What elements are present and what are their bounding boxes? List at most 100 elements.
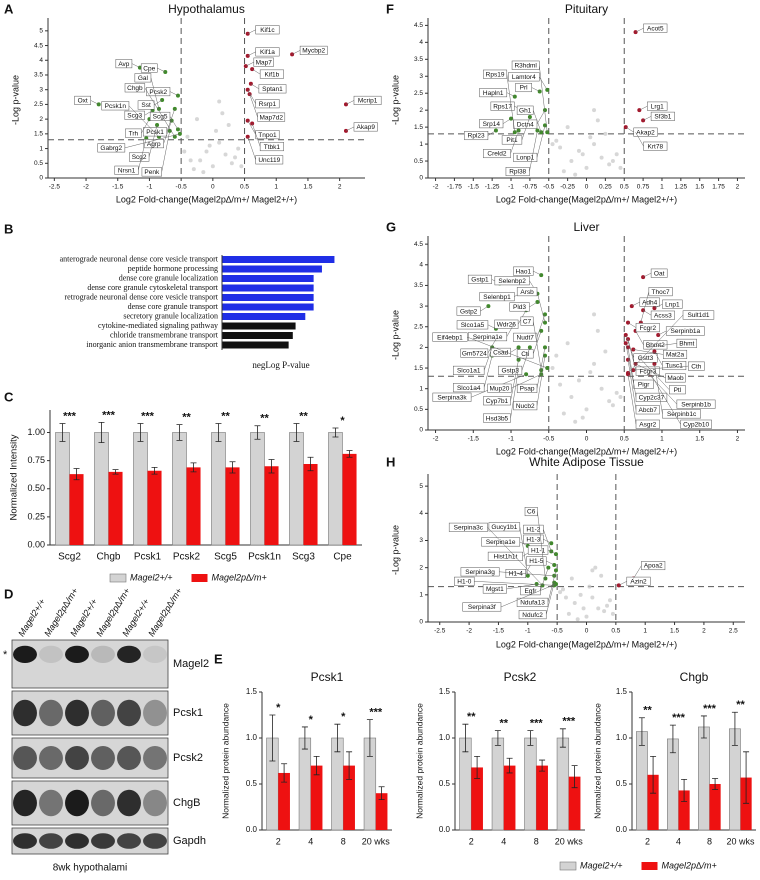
leader-line — [251, 123, 261, 147]
point-label: Hsd3b5 — [486, 415, 509, 422]
data-point — [607, 598, 612, 603]
label-box — [253, 57, 274, 67]
data-point — [580, 152, 585, 157]
blot-band — [117, 833, 141, 849]
panel-letter: F — [386, 1, 394, 16]
label-box — [682, 310, 715, 320]
point-label: Oxt — [78, 98, 88, 105]
leader-line — [131, 63, 141, 68]
label-box — [635, 405, 660, 415]
leader-line — [627, 374, 637, 425]
x-axis-title: Log2 Fold-change(Magel2p∆/m+/ Magel2+/+) — [116, 194, 297, 204]
point-label: Dctn4 — [517, 121, 534, 128]
label-box — [488, 522, 521, 532]
data-point — [550, 142, 555, 147]
leader-line — [250, 83, 260, 90]
point-label: H1-0 — [457, 579, 471, 586]
x-tick-label: 4 — [676, 836, 681, 846]
label-box — [524, 507, 538, 517]
point-label: Cyp7b1 — [486, 398, 509, 405]
data-point — [599, 573, 604, 578]
data-point — [220, 111, 225, 116]
leader-line — [345, 126, 355, 132]
x-tick-label: -1.5 — [493, 628, 505, 635]
point-label: Serpina3g — [465, 569, 495, 576]
bar — [225, 467, 240, 545]
point-label: Scg2 — [132, 154, 147, 161]
label-box — [134, 73, 152, 83]
x-tick-label: -1 — [147, 184, 153, 191]
data-point — [607, 162, 612, 167]
chart-title: Pituitary — [565, 2, 608, 16]
x-tick-label: Scg5 — [214, 552, 237, 563]
chart-title: Pcsk2 — [504, 670, 537, 684]
x-tick-label: 1 — [274, 184, 278, 191]
leader-line — [519, 541, 528, 547]
data-point — [185, 134, 190, 139]
point-label: Cti — [521, 351, 529, 358]
label-box — [257, 112, 286, 122]
bar — [250, 432, 265, 546]
leader-line — [247, 89, 256, 104]
y-tick-label: 1.0 — [246, 733, 258, 742]
bar — [289, 432, 304, 546]
x-tick-label: -1.5 — [468, 436, 480, 443]
label-box — [353, 95, 382, 105]
data-point — [607, 399, 612, 404]
error-bar — [268, 459, 275, 474]
bar — [222, 256, 335, 263]
point-label: C7 — [523, 318, 532, 325]
y-tick-label: 5 — [39, 28, 43, 35]
point-label: Eif4ebp1 — [437, 334, 463, 341]
x-tick-label: -1 — [508, 184, 514, 191]
data-point — [207, 143, 212, 148]
point-label: Bhmt — [679, 341, 694, 348]
label-box — [501, 135, 523, 145]
data-point — [239, 164, 244, 169]
x-tick-label: 2 — [645, 836, 650, 846]
blot-band — [117, 789, 141, 817]
point-label: Sult1d1 — [687, 312, 709, 319]
x-tick-label: 20 wks — [362, 836, 391, 846]
label-box — [483, 413, 511, 423]
label-box — [124, 110, 145, 120]
x-tick-label: Pcsk1 — [134, 552, 162, 563]
y-tick-label: 1 — [39, 145, 43, 152]
label-box — [635, 419, 660, 429]
label-box — [149, 111, 171, 121]
data-point — [602, 609, 607, 614]
leader-line — [163, 120, 172, 144]
leader-line — [500, 583, 557, 608]
error-bar — [571, 765, 578, 789]
leader-line — [141, 119, 150, 134]
leader-line — [642, 272, 652, 278]
legend-swatch — [559, 861, 577, 871]
leader-line — [252, 68, 261, 75]
x-axis-title: Log2 Fold-change(Magel2p∆/m+/ Magel2+/+) — [496, 446, 677, 456]
y-axis-title: Normalized Intensity — [9, 434, 20, 520]
bar — [222, 322, 296, 330]
significance-label: *** — [530, 718, 544, 730]
y-tick-label: 2 — [419, 344, 423, 351]
data-point — [236, 146, 241, 151]
x-tick-label: 20 wks — [555, 836, 584, 846]
bar — [222, 275, 314, 282]
bar — [108, 471, 123, 545]
label-box — [146, 87, 171, 97]
label-box — [688, 361, 705, 371]
x-tick-label: 0.5 — [620, 184, 629, 191]
bar — [740, 777, 752, 830]
bar — [375, 793, 388, 830]
label-box — [490, 347, 511, 357]
x-tick-label: 1 — [660, 184, 664, 191]
point-label: Hao1 — [516, 268, 532, 275]
x-tick-label: 8 — [341, 836, 346, 846]
label-box — [662, 361, 687, 371]
chart-title: Liver — [573, 220, 599, 234]
x-tick-label: 2 — [736, 436, 740, 443]
data-point — [194, 117, 199, 122]
blot-band — [91, 699, 115, 727]
significance-label: ** — [299, 410, 308, 422]
label-box — [520, 316, 534, 326]
bar — [303, 464, 318, 545]
